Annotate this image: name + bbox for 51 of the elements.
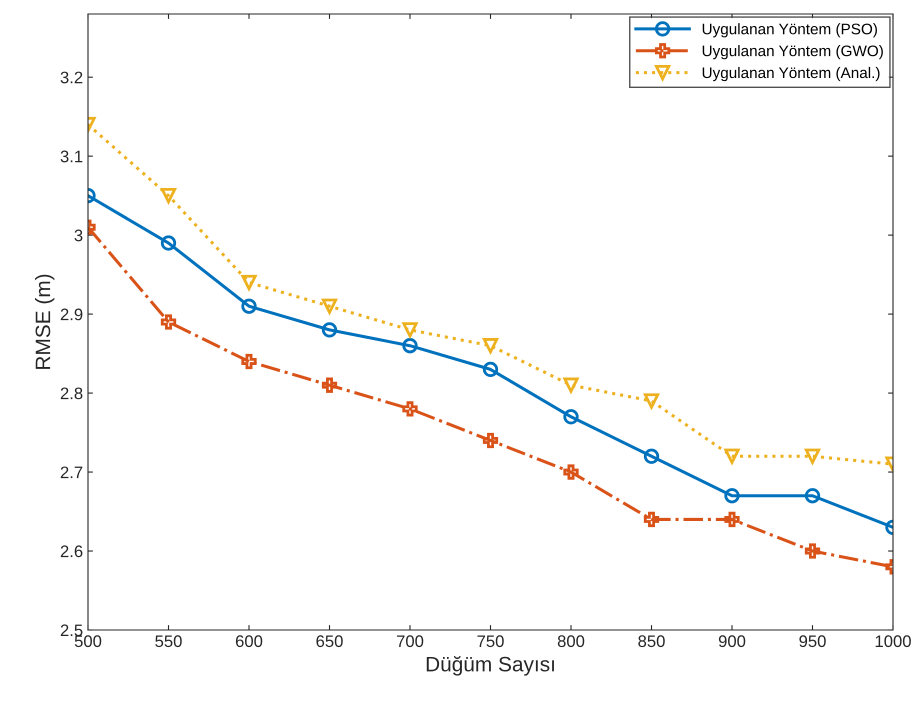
point (402, 322, 418, 338)
point (241, 298, 257, 314)
point (241, 354, 257, 370)
y-tick-label: 2.5 (60, 624, 82, 636)
y-tick-label: 3.2 (60, 72, 82, 84)
point (563, 409, 579, 424)
x-tick-label: 650 (316, 635, 343, 648)
point (563, 464, 579, 480)
point (644, 512, 660, 528)
point (160, 188, 176, 204)
point (322, 322, 338, 338)
point (402, 338, 418, 354)
x-tick-label: 600 (236, 635, 262, 648)
point (241, 274, 257, 290)
y-tick-label: 2.7 (60, 466, 82, 478)
point (804, 448, 820, 464)
legend-label: Uygulanan Yöntem (Anal.) (702, 66, 880, 82)
point (160, 235, 176, 251)
x-tick-label: 500 (74, 635, 102, 648)
y-tick-label: 3 (74, 230, 82, 242)
x-tick-label: 750 (477, 635, 504, 648)
x-tick-label: 900 (718, 635, 746, 648)
y-tick-label: 2.9 (60, 308, 82, 320)
x-tick-label: 800 (558, 635, 584, 648)
y-tick-label: 2.6 (60, 545, 82, 558)
point (724, 448, 740, 464)
point (482, 432, 498, 448)
point (482, 362, 498, 378)
y-tick-label: 2.8 (60, 387, 82, 400)
x-axis-title: Düğüm Sayısı (426, 656, 554, 676)
point (160, 314, 176, 330)
point (482, 338, 498, 354)
point (724, 488, 740, 504)
x-tick-label: 700 (396, 635, 424, 648)
point (804, 543, 820, 559)
legend-label: Uygulanan Yöntem (GWO) (702, 45, 883, 60)
legend-label: Uygulanan Yöntem (PSO) (702, 23, 877, 38)
y-tick-label: 3.1 (60, 150, 82, 162)
point (724, 512, 740, 528)
x-tick-label: 550 (155, 635, 182, 648)
point (804, 488, 820, 504)
point (563, 378, 579, 393)
point (644, 448, 660, 464)
point (644, 393, 660, 409)
point (322, 378, 338, 393)
x-tick-label: 1000 (876, 635, 911, 648)
y-axis-title: RMSE (m) (34, 274, 54, 369)
x-tick-label: 950 (799, 635, 826, 648)
point (402, 401, 418, 417)
x-tick-label: 850 (638, 635, 665, 648)
point (322, 298, 338, 314)
